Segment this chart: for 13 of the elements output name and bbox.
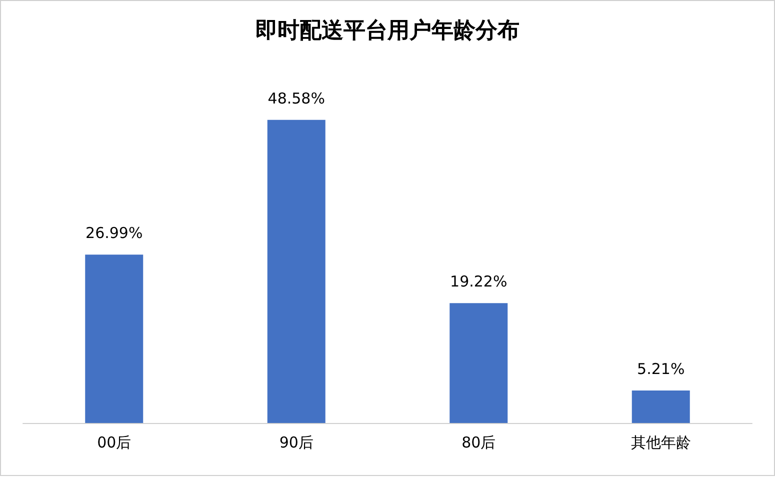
x-tick-label: 其他年龄 bbox=[630, 434, 691, 452]
data-label: 48.58% bbox=[268, 89, 325, 108]
x-tick-label: 90后 bbox=[279, 434, 314, 452]
bar bbox=[632, 390, 690, 423]
chart-title: 即时配送平台用户年龄分布 bbox=[256, 18, 520, 44]
x-tick-label: 80后 bbox=[462, 434, 496, 452]
data-label: 26.99% bbox=[86, 224, 143, 242]
bar bbox=[267, 120, 326, 423]
data-label: 19.22% bbox=[450, 272, 508, 291]
bar bbox=[85, 254, 144, 423]
bar bbox=[450, 303, 508, 423]
x-tick-label: 00后 bbox=[97, 434, 132, 452]
data-label: 5.21% bbox=[637, 360, 685, 378]
